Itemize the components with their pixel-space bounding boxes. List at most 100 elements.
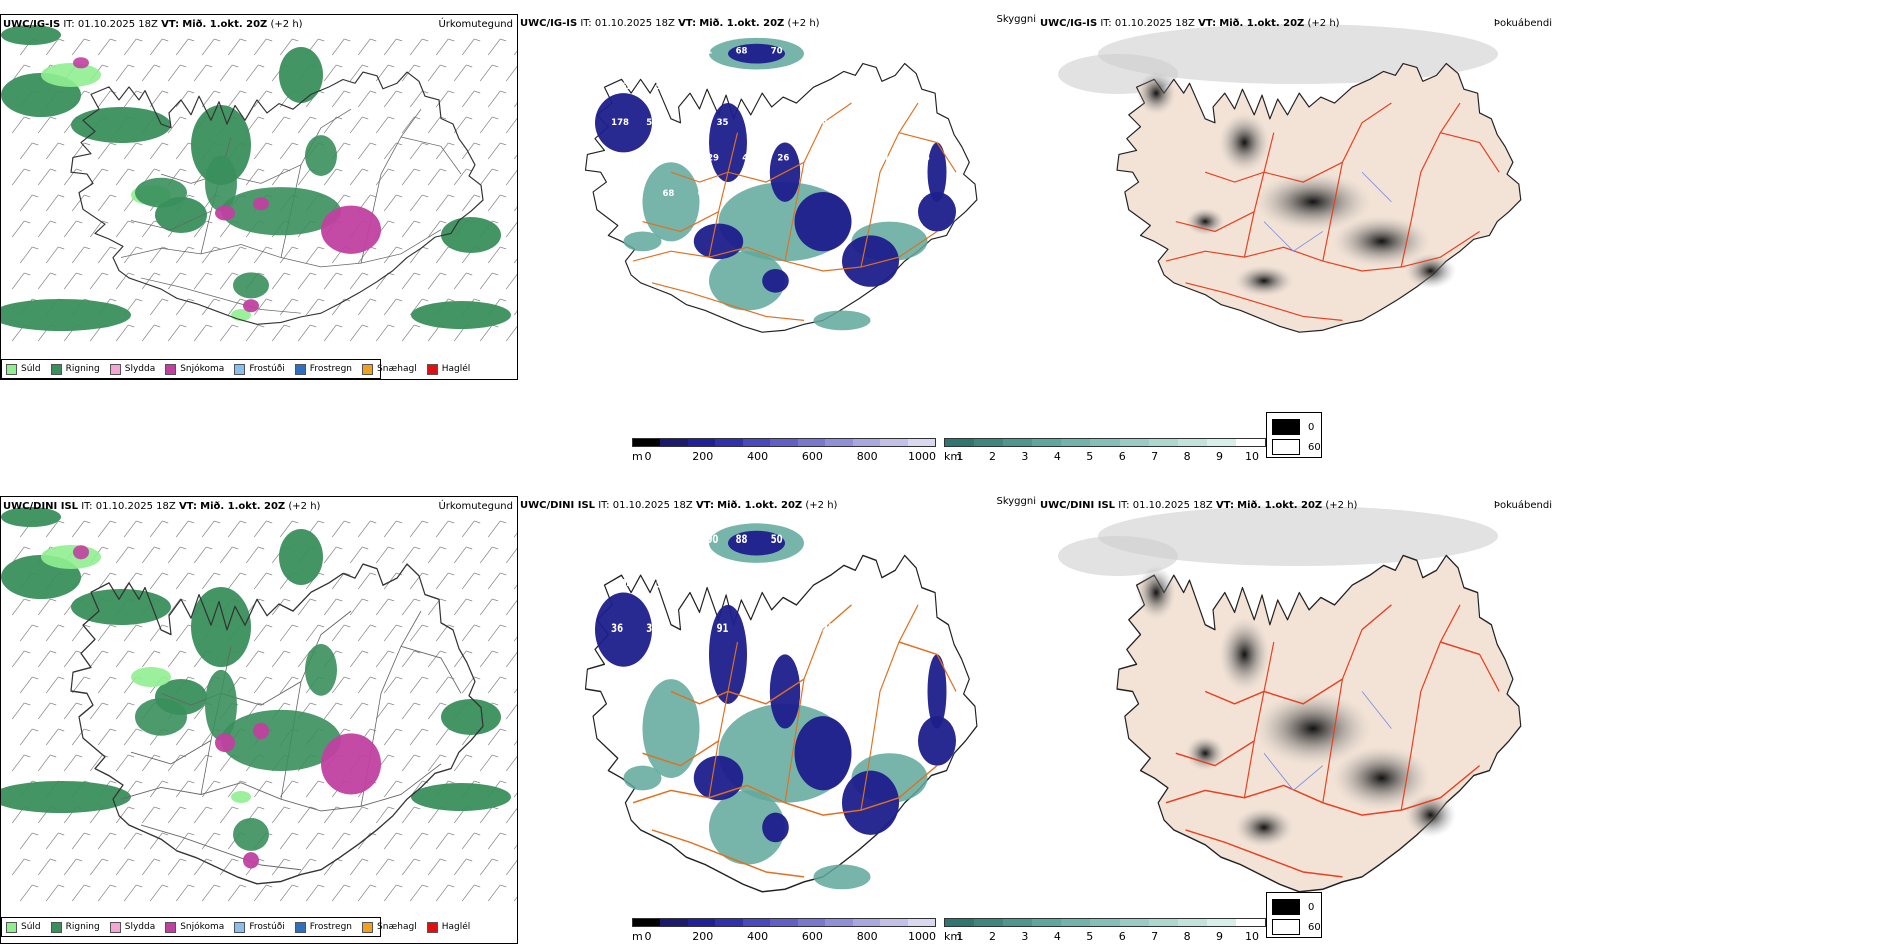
wind-barb [149,884,169,902]
fog-dark-area [1405,792,1457,838]
wind-barb [279,624,299,642]
wind-barb [245,650,265,668]
wind-barb [279,520,299,538]
wind-barb [331,676,351,694]
wind-barb [323,64,343,82]
colorbar-bin [825,439,853,446]
wind-barb [71,676,91,694]
wind-barb [63,702,83,720]
colorbar-tick-label: 1 [956,930,964,943]
wind-barb [305,780,325,798]
cloudbase-strip [632,438,936,447]
cloudtop-area [642,162,700,242]
colorbar-tick-label: 800 [856,930,878,943]
wind-barb [401,754,421,772]
wind-barb [383,38,403,56]
colorbar-tick-label: 4 [1053,930,1061,943]
snow-area [73,57,89,69]
cloudbase-value-label: 68 [662,189,674,199]
wind-barb [193,220,213,238]
colorbar-bin [1119,439,1149,446]
wind-barb [349,546,369,564]
wind-barb [227,298,247,316]
wind-barb [331,884,351,902]
wind-barb [279,38,299,56]
wind-barb [427,546,447,564]
wind-barb [71,142,91,160]
wind-barb [175,884,195,902]
cloudbase-area [794,716,852,791]
wind-barb [37,168,57,186]
rain-area [205,155,237,212]
wind-barb [19,142,39,160]
wind-barb [435,884,455,902]
cloudbase-value-label: 45 [627,189,639,199]
cloudbase-area [842,770,899,835]
wind-barb [453,598,473,616]
colorbar-tick-label: 200 [692,450,714,463]
wind-barb [461,572,481,590]
road-line [1175,740,1255,767]
river-line [1263,691,1392,792]
wind-barb [331,520,351,538]
wind-barb [461,520,481,538]
cloudbase-value-label: 51 [646,118,658,128]
road-line [1440,641,1500,692]
precip-map-row2: UWC/DINI ISL IT: 01.10.2025 18Z VT: Mið.… [0,496,518,944]
wind-barb [357,142,377,160]
wind-barb [427,272,447,290]
cloudbase-value-label: 94 [621,579,633,591]
cloudbase-value-label: 178 [611,118,629,128]
cloudtop-area [709,251,785,311]
wind-barb [97,142,117,160]
wind-barb [149,246,169,264]
wind-barb [123,520,143,538]
wind-barb [461,38,481,56]
map-header: UWC/IG-IS IT: 01.10.2025 18Z VT: Mið. 1.… [520,18,820,29]
wind-barb [401,324,421,342]
iceland-map: 198 111 176 100 88 50 59 107 103 198 57 94 52 45 37 35 8… [584,523,978,893]
wind-barb [305,298,325,316]
wind-barb [19,246,39,264]
wind-barb [175,728,195,746]
wind-barb [19,676,39,694]
wind-barb [297,858,317,876]
wind-barb [227,884,247,902]
cloudbase-value-label: 35 [761,579,773,591]
wind-barb [513,532,517,538]
wind-barb [193,806,213,824]
wind-barb [11,754,31,772]
cloudbase-value-label: 28 [752,623,764,635]
rain-area [135,698,187,736]
map-header: UWC/IG-IS IT: 01.10.2025 18Z VT: Mið. 1.… [1040,18,1340,29]
road-line [140,824,302,871]
colorbar-bin [1061,919,1091,926]
cloudbase-value-label: 111 [630,534,648,546]
wind-barb [305,624,325,642]
wind-barb [115,754,135,772]
wind-barb [219,272,239,290]
wind-barb [19,884,39,902]
wind-barb [175,832,195,850]
wind-barb [11,272,31,290]
wind-barb [19,728,39,746]
road-line [400,645,462,694]
wind-barb [401,272,421,290]
wind-barb [375,168,395,186]
wind-barb [279,884,299,902]
wind-barb [453,754,473,772]
wind-barb [513,206,517,212]
wind-barb [505,66,517,82]
drizzle-area [41,545,101,569]
wind-barb [427,220,447,238]
wind-barb [409,624,429,642]
wind-barb [435,676,455,694]
colorbar-tick-label: 2 [988,930,996,943]
cloudbase-value-label: 183 [787,118,805,128]
wind-barb [167,650,187,668]
wind-barb [349,64,369,82]
colorbar-tick-label: 1000 [908,930,936,943]
wind-barb [115,220,135,238]
wind-barb [253,884,273,902]
cloudtop-strip [944,918,1266,927]
